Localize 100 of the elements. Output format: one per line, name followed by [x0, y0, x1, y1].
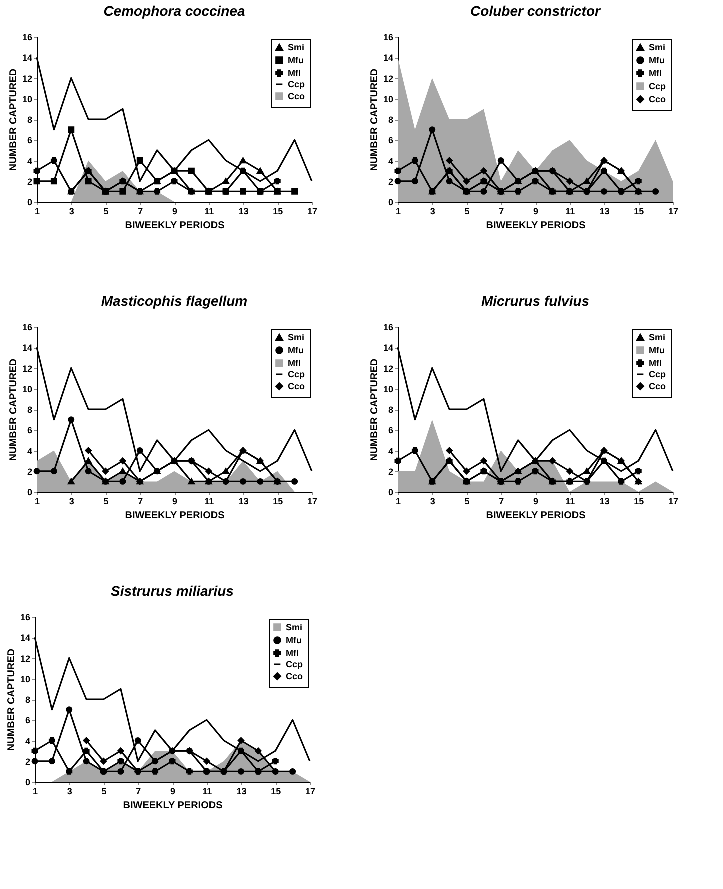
legend-label: Ccp	[288, 370, 306, 380]
y-tick-label: 2	[27, 176, 32, 187]
x-tick-label: 5	[464, 496, 470, 506]
legend-label: Mfl	[649, 358, 662, 368]
legend-label: Ccp	[286, 660, 304, 670]
x-tick-label: 7	[138, 496, 143, 506]
x-tick-label: 15	[272, 496, 283, 506]
x-tick-label: 5	[103, 206, 109, 216]
x-tick-label: 9	[534, 206, 539, 216]
x-tick-label: 5	[103, 496, 109, 506]
x-axis-title: BIWEEKLY PERIODS	[123, 800, 224, 812]
y-tick-label: 4	[388, 156, 394, 166]
x-tick-label: 7	[136, 786, 142, 796]
x-axis-title: BIWEEKLY PERIODS	[125, 220, 225, 232]
y-tick-label: 14	[22, 53, 32, 64]
y-tick-label: 0	[388, 488, 394, 498]
x-tick-label: 13	[236, 786, 247, 796]
y-axis-title: NUMBER CAPTURED	[8, 358, 20, 462]
y-tick-label: 2	[388, 466, 394, 477]
y-axis-title: NUMBER CAPTURED	[6, 648, 18, 752]
x-tick-label: 1	[396, 496, 402, 506]
x-tick-label: 7	[499, 206, 504, 216]
y-tick-label: 14	[384, 53, 394, 64]
y-tick-label: 0	[27, 488, 32, 498]
legend-label: Smi	[649, 332, 666, 342]
x-tick-label: 1	[34, 496, 40, 506]
y-tick-label: 4	[27, 446, 32, 456]
chart-title: Coluber constrictor	[470, 3, 602, 19]
x-tick-label: 11	[204, 496, 214, 506]
y-tick-label: 2	[27, 466, 32, 477]
y-tick-label: 6	[388, 136, 394, 146]
chart-title: Sistrurus miliarius	[111, 583, 234, 599]
y-axis-title: NUMBER CAPTURED	[370, 68, 381, 172]
legend-label: Mfu	[649, 346, 666, 356]
legend-label: Mfu	[649, 56, 666, 66]
legend-label: Cco	[288, 382, 306, 392]
legend-label: Mfl	[649, 68, 662, 78]
legend-label: Ccp	[649, 82, 667, 92]
x-tick-label: 3	[430, 206, 436, 216]
legend-label: Smi	[288, 332, 304, 342]
x-tick-label: 13	[600, 496, 610, 506]
y-tick-label: 10	[384, 94, 394, 104]
y-tick-label: 12	[20, 654, 30, 664]
y-tick-label: 16	[384, 32, 394, 42]
x-tick-label: 9	[534, 496, 539, 506]
y-tick-label: 6	[388, 426, 394, 436]
x-tick-label: 5	[464, 206, 470, 216]
x-tick-label: 3	[67, 786, 72, 796]
y-tick-label: 6	[25, 716, 30, 726]
y-tick-label: 10	[22, 94, 32, 104]
legend-label: Ccp	[649, 370, 667, 380]
legend-label: Smi	[649, 42, 666, 52]
x-tick-label: 13	[238, 206, 249, 216]
y-tick-label: 14	[22, 343, 32, 354]
x-tick-label: 11	[202, 786, 212, 796]
x-axis-title: BIWEEKLY PERIODS	[486, 220, 586, 232]
legend-label: Mfu	[288, 56, 304, 66]
x-tick-label: 11	[566, 496, 576, 506]
y-tick-label: 10	[20, 674, 30, 684]
y-tick-label: 8	[25, 695, 30, 705]
x-tick-label: 7	[499, 496, 504, 506]
x-tick-label: 13	[238, 496, 249, 506]
x-tick-label: 13	[600, 206, 610, 216]
legend-label: Ccp	[288, 80, 306, 90]
chart-title: Cemophora coccinea	[103, 3, 246, 19]
legend-label: Mfl	[288, 68, 301, 78]
y-tick-label: 0	[388, 198, 394, 208]
x-tick-label: 3	[69, 206, 74, 216]
y-tick-label: 2	[25, 756, 30, 767]
x-tick-label: 5	[102, 786, 107, 796]
x-tick-label: 15	[272, 206, 283, 216]
y-tick-label: 8	[388, 115, 394, 125]
x-tick-label: 3	[69, 496, 74, 506]
x-tick-label: 7	[138, 206, 143, 216]
y-tick-label: 10	[384, 384, 394, 394]
y-tick-label: 10	[22, 384, 32, 394]
y-tick-label: 8	[27, 405, 32, 415]
y-tick-label: 14	[384, 343, 394, 354]
x-tick-label: 11	[204, 206, 214, 216]
x-tick-label: 17	[305, 786, 316, 796]
y-tick-label: 12	[384, 364, 394, 374]
y-tick-label: 4	[27, 156, 32, 166]
y-tick-label: 4	[25, 736, 30, 746]
x-tick-label: 1	[34, 206, 40, 216]
legend-label: Mfl	[288, 358, 301, 368]
y-tick-label: 8	[388, 405, 394, 415]
x-tick-label: 15	[634, 496, 644, 506]
legend-label: Cco	[288, 92, 306, 102]
x-tick-label: 3	[430, 496, 436, 506]
y-tick-label: 12	[22, 74, 32, 84]
x-tick-label: 9	[172, 496, 178, 506]
y-tick-label: 0	[25, 778, 30, 788]
y-tick-label: 16	[22, 32, 32, 42]
y-tick-label: 6	[27, 136, 32, 146]
legend-label: Cco	[286, 672, 304, 682]
x-tick-label: 9	[172, 206, 178, 216]
y-tick-label: 12	[22, 364, 32, 374]
legend-label: Mfu	[286, 636, 302, 646]
x-tick-label: 17	[307, 206, 318, 216]
y-axis-title: NUMBER CAPTURED	[370, 358, 381, 462]
